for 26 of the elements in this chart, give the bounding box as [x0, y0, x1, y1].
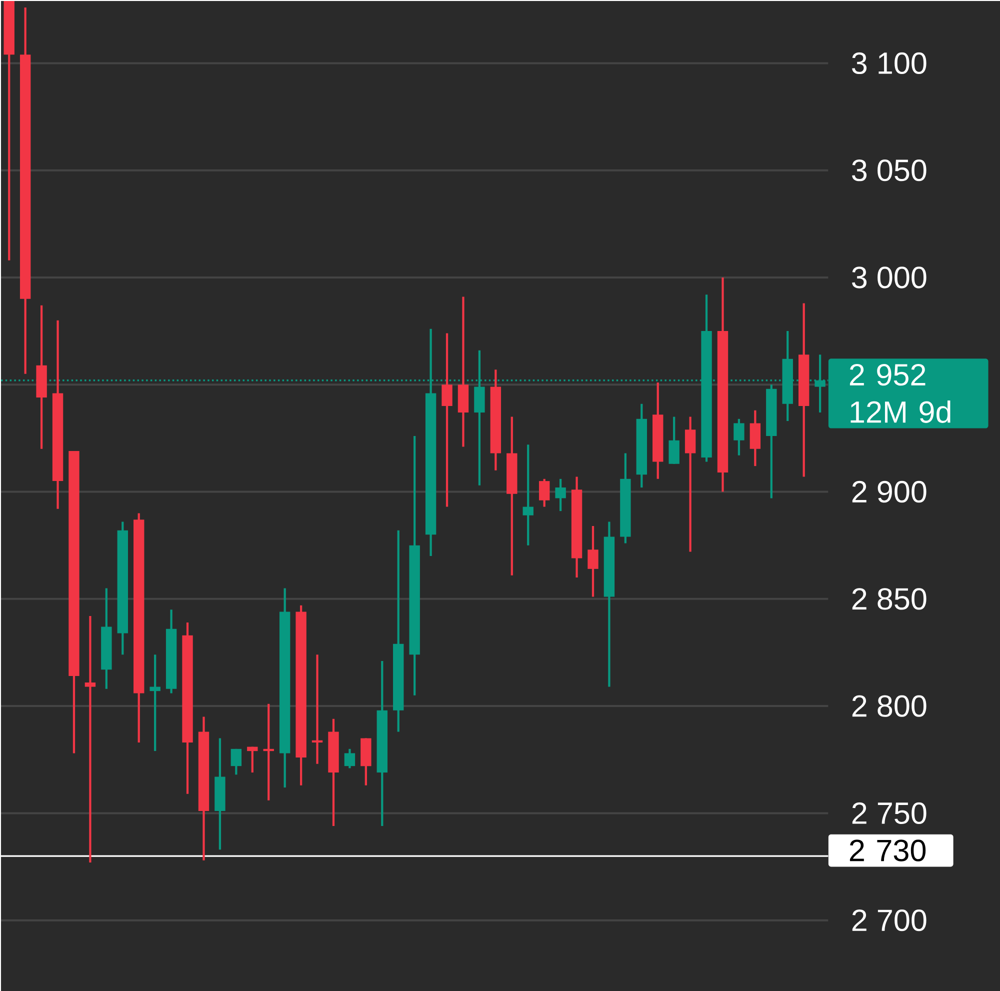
candlestick: [84, 614, 96, 864]
candlestick: [734, 418, 744, 456]
candlestick: [442, 332, 452, 508]
candlestick: [588, 524, 598, 598]
y-tick-label: 2 700: [852, 909, 926, 932]
candlestick: [344, 748, 356, 770]
candlestick: [230, 748, 242, 776]
candlestick: [684, 416, 696, 553]
candlestick: [150, 654, 160, 752]
ref-line-label: 2 952: [850, 364, 926, 386]
ref-line-label: 2 730: [850, 840, 926, 862]
text: 12M 9d: [850, 400, 950, 423]
candlestick: [668, 416, 680, 465]
y-tick-label: 3 000: [852, 266, 926, 288]
candlestick: [522, 444, 534, 546]
y-tick-label: 2 800: [852, 695, 926, 717]
y-tick-label: 3 100: [852, 52, 926, 74]
candlestick: [538, 478, 550, 508]
y-tick-label: 2 750: [852, 802, 926, 824]
candlestick: [263, 702, 274, 802]
candlestick: [312, 654, 323, 765]
y-tick-label: 3 050: [852, 159, 926, 182]
y-tick-label: 2 900: [852, 480, 926, 503]
candlestick: [247, 746, 258, 774]
y-tick-label: 2 850: [852, 588, 926, 610]
candlestick: [555, 478, 566, 512]
